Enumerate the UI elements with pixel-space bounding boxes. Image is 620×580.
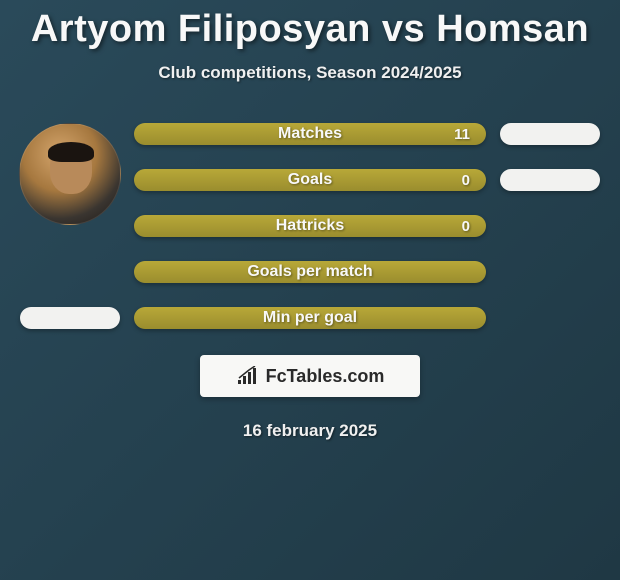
stats-container: Matches 11 Goals 0 Hattricks 0 Goals per…	[0, 123, 620, 329]
right-player-pill	[500, 123, 600, 145]
page-title: Artyom Filiposyan vs Homsan	[0, 0, 620, 51]
stat-bar-min-per-goal: Min per goal	[134, 307, 486, 329]
stat-label: Goals	[288, 171, 332, 189]
stat-label: Min per goal	[263, 309, 357, 327]
logo-text: FcTables.com	[266, 366, 385, 387]
stat-bar-hattricks: Hattricks 0	[134, 215, 486, 237]
stat-value: 11	[454, 126, 470, 143]
stat-bar-matches: Matches 11	[134, 123, 486, 145]
stat-label: Hattricks	[276, 217, 344, 235]
player-avatar	[19, 123, 121, 225]
stat-value: 0	[462, 218, 470, 235]
logo-box: FcTables.com	[200, 355, 420, 397]
right-player-pill	[500, 169, 600, 191]
stat-bar-goals: Goals 0	[134, 169, 486, 191]
stat-label: Matches	[278, 125, 342, 143]
date-label: 16 february 2025	[0, 421, 620, 441]
right-player-column	[490, 123, 610, 329]
subtitle: Club competitions, Season 2024/2025	[0, 63, 620, 83]
stat-label: Goals per match	[247, 263, 372, 281]
stat-bar-goals-per-match: Goals per match	[134, 261, 486, 283]
left-player-pill	[20, 307, 120, 329]
stat-value: 0	[462, 172, 470, 189]
chart-icon	[236, 366, 260, 386]
stats-column: Matches 11 Goals 0 Hattricks 0 Goals per…	[130, 123, 490, 329]
left-player-column	[10, 123, 130, 329]
